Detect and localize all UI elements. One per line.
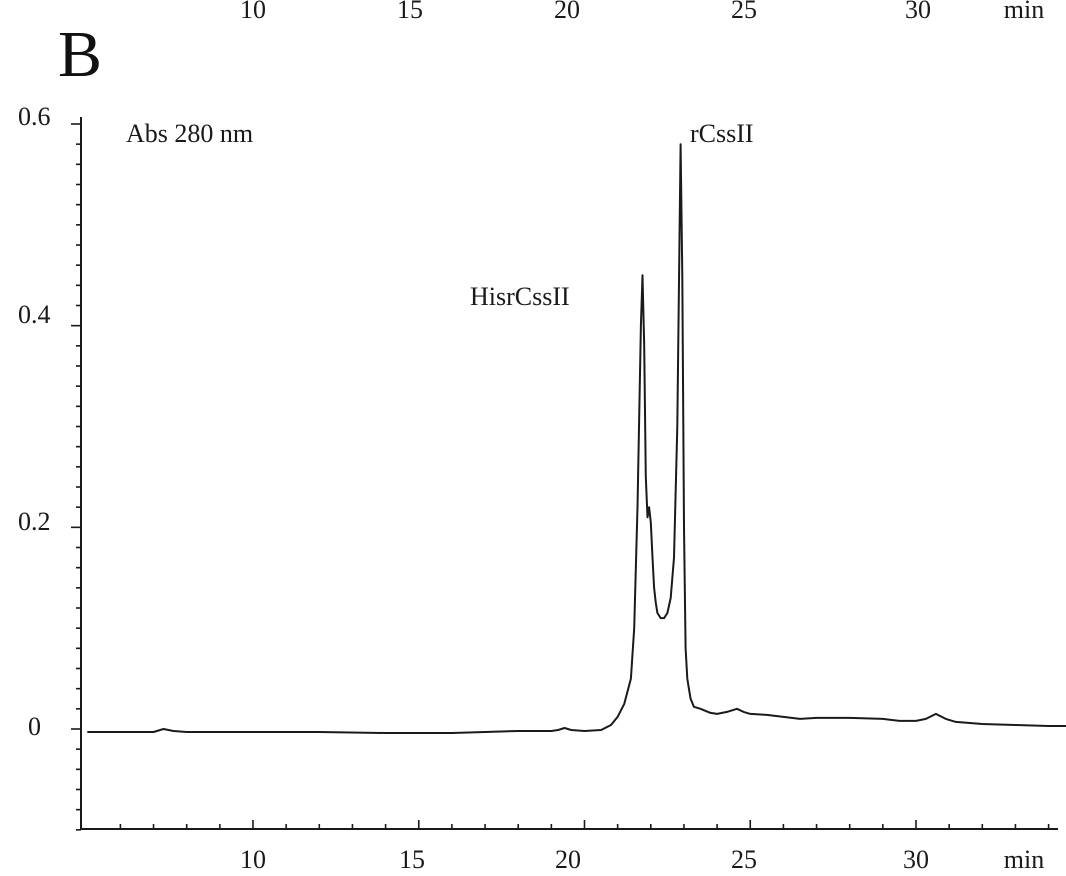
y-axis-ticks — [71, 123, 81, 831]
panel-label: B — [58, 18, 102, 91]
x-tick-label-25: 25 — [731, 845, 757, 874]
previous-panel-tick-label: 30 — [905, 0, 931, 24]
x-tick-label-30: 30 — [903, 845, 929, 874]
x-tick-label-20: 20 — [555, 845, 581, 874]
x-axis-ticks — [119, 820, 1050, 829]
peak-label-rcssii: rCssII — [690, 119, 754, 148]
previous-panel-tick-label: 15 — [397, 0, 423, 24]
previous-panel-tick-label: 25 — [731, 0, 757, 24]
detection-wavelength-annotation: Abs 280 nm — [126, 119, 253, 148]
x-tick-label-10: 10 — [240, 845, 266, 874]
peak-label-hisrcssii: HisrCssII — [470, 282, 570, 311]
y-tick-label-0.4: 0.4 — [18, 300, 51, 329]
y-tick-label-0.2: 0.2 — [18, 507, 51, 536]
x-tick-label-15: 15 — [399, 845, 425, 874]
previous-panel-tick-label: 10 — [240, 0, 266, 24]
y-tick-label-0: 0 — [28, 712, 41, 741]
x-axis-unit-label: min — [1004, 845, 1044, 874]
previous-panel-axis-strip: 10 15 20 25 30 min — [240, 0, 1044, 24]
previous-panel-unit-label: min — [1004, 0, 1044, 24]
y-tick-label-0.6: 0.6 — [18, 102, 51, 131]
previous-panel-tick-label: 20 — [554, 0, 580, 24]
absorbance-trace — [87, 143, 1066, 734]
